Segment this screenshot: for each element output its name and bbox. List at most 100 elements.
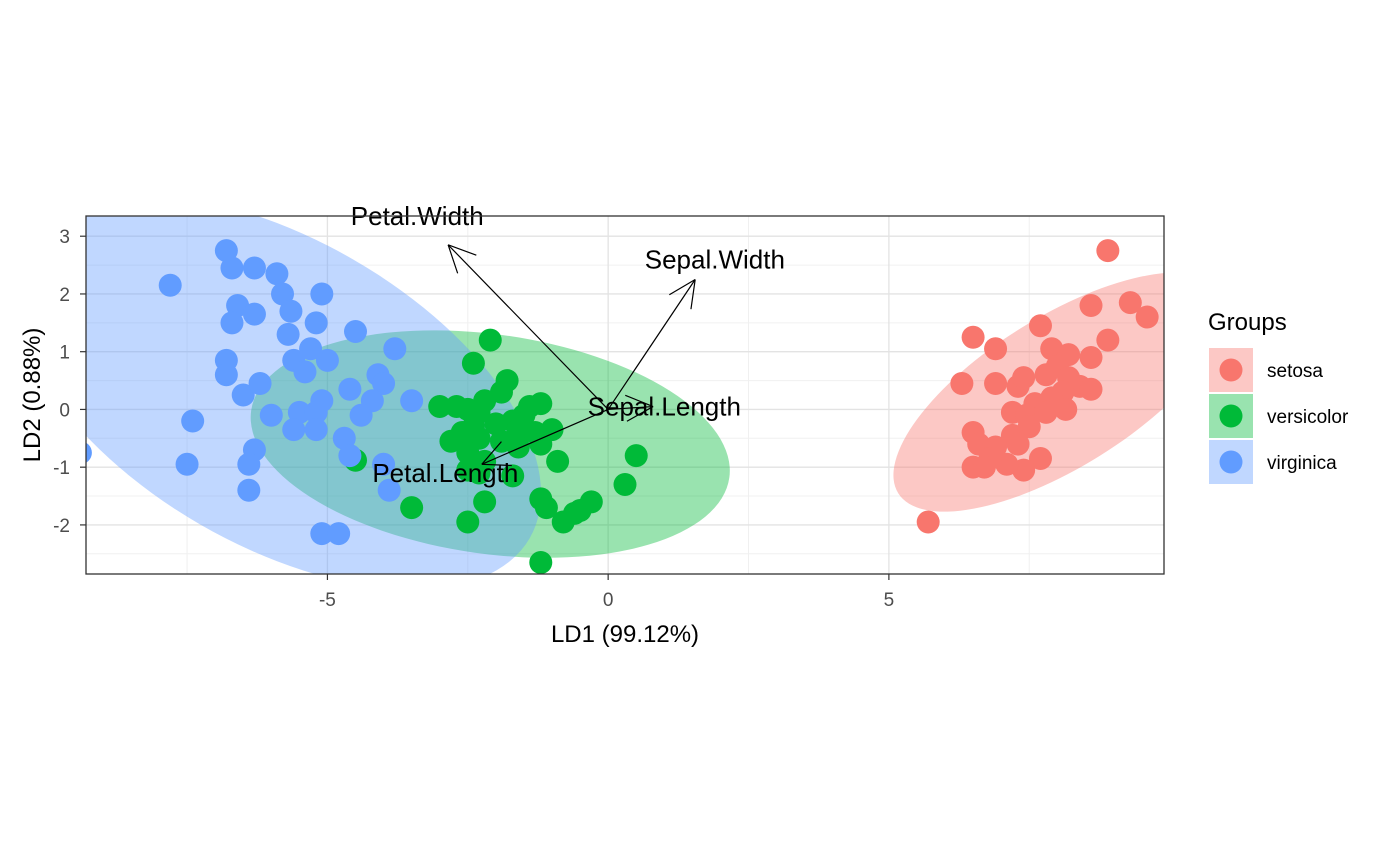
x-tick-label: -5: [319, 590, 336, 611]
y-axis-title: LD2 (0.88%): [19, 328, 46, 463]
point-virginica: [315, 348, 339, 372]
x-axis-ticks: -5 0 5: [319, 574, 894, 611]
point-virginica: [304, 311, 328, 335]
point-virginica: [372, 371, 396, 395]
point-versicolor: [551, 510, 575, 534]
legend-key-point-virginica: [1219, 450, 1243, 474]
legend-label-setosa: setosa: [1267, 361, 1323, 382]
point-virginica: [259, 403, 283, 427]
point-versicolor: [529, 432, 553, 456]
point-virginica: [344, 319, 367, 343]
point-setosa: [1034, 400, 1058, 424]
legend-key-point-versicolor: [1219, 404, 1243, 428]
point-virginica: [265, 262, 289, 286]
arrowhead-Sepal.Length: [625, 394, 654, 408]
point-virginica: [231, 383, 255, 407]
point-virginica: [279, 299, 303, 323]
point-setosa: [984, 337, 1008, 361]
point-versicolor: [613, 473, 637, 496]
point-virginica: [287, 400, 311, 424]
ellipse-versicolor: [250, 330, 730, 558]
point-virginica: [214, 239, 238, 263]
point-setosa: [1079, 294, 1103, 317]
point-versicolor: [456, 510, 480, 534]
x-tick-label: 5: [884, 590, 895, 611]
point-versicolor: [478, 328, 502, 352]
y-tick-label: 3: [59, 227, 70, 248]
point-virginica: [282, 418, 306, 442]
point-versicolor: [529, 392, 553, 416]
point-setosa: [972, 455, 996, 479]
point-versicolor: [428, 395, 452, 419]
point-setosa: [984, 371, 1008, 395]
point-virginica: [86, 442, 92, 463]
point-virginica: [349, 403, 373, 427]
arrowhead-Sepal.Width: [690, 279, 696, 310]
arrow-Sepal.Width: [607, 279, 696, 410]
point-virginica: [372, 452, 396, 476]
point-versicolor: [529, 550, 553, 574]
arrowhead-Petal.Width: [447, 244, 459, 274]
point-setosa: [1012, 366, 1036, 390]
point-virginica: [332, 426, 356, 450]
grid-lines: [86, 216, 1164, 574]
point-virginica: [293, 360, 317, 384]
plot-border: [85, 215, 1165, 575]
x-tick-label: 0: [603, 590, 614, 611]
point-virginica: [242, 256, 266, 280]
point-versicolor: [501, 464, 525, 488]
legend-label-virginica: virginica: [1267, 453, 1337, 474]
arrowhead-Petal.Width: [447, 244, 477, 256]
x-axis-title: LD1 (99.12%): [551, 621, 699, 648]
point-setosa: [1054, 397, 1078, 421]
data-points: [86, 239, 1159, 574]
point-setosa: [916, 510, 940, 534]
arrowhead-Sepal.Width: [669, 278, 696, 296]
point-virginica: [310, 522, 334, 546]
arrow-Petal.Width: [447, 244, 609, 410]
point-virginica: [271, 282, 295, 306]
point-virginica: [338, 377, 362, 401]
point-virginica: [276, 322, 300, 346]
arrowhead-Sepal.Length: [626, 406, 654, 422]
point-virginica: [310, 282, 334, 306]
point-virginica: [248, 371, 272, 395]
point-setosa: [961, 325, 985, 349]
point-virginica: [220, 311, 244, 335]
point-versicolor: [461, 351, 485, 375]
point-setosa: [1028, 447, 1052, 471]
point-virginica: [304, 418, 328, 442]
point-versicolor: [546, 449, 570, 473]
arrowhead-Petal.Length: [481, 463, 512, 467]
point-setosa: [1079, 345, 1103, 369]
legend-label-versicolor: versicolor: [1267, 407, 1349, 428]
point-versicolor: [439, 429, 463, 453]
point-virginica: [383, 337, 407, 361]
point-virginica: [214, 363, 238, 387]
point-setosa: [1135, 305, 1159, 329]
y-tick-label: 1: [59, 343, 70, 364]
point-virginica: [237, 478, 261, 502]
y-tick-label: 2: [59, 285, 70, 306]
arrow-Sepal.Length: [608, 405, 654, 411]
point-virginica: [304, 400, 328, 424]
point-setosa: [1118, 291, 1142, 315]
point-versicolor: [506, 435, 530, 459]
point-setosa: [1006, 432, 1030, 456]
point-versicolor: [473, 490, 497, 514]
point-setosa: [950, 371, 974, 395]
point-virginica: [299, 337, 323, 361]
point-virginica: [377, 478, 401, 502]
point-virginica: [181, 409, 205, 433]
point-virginica: [220, 256, 244, 280]
point-versicolor: [624, 444, 648, 468]
point-virginica: [175, 452, 199, 476]
arrow-Petal.Length: [481, 408, 609, 465]
point-virginica: [327, 522, 351, 546]
point-virginica: [400, 389, 424, 413]
y-tick-label: -1: [53, 458, 70, 479]
point-setosa: [1028, 314, 1052, 338]
point-setosa: [1079, 377, 1103, 401]
arrowhead-Petal.Length: [481, 441, 502, 465]
